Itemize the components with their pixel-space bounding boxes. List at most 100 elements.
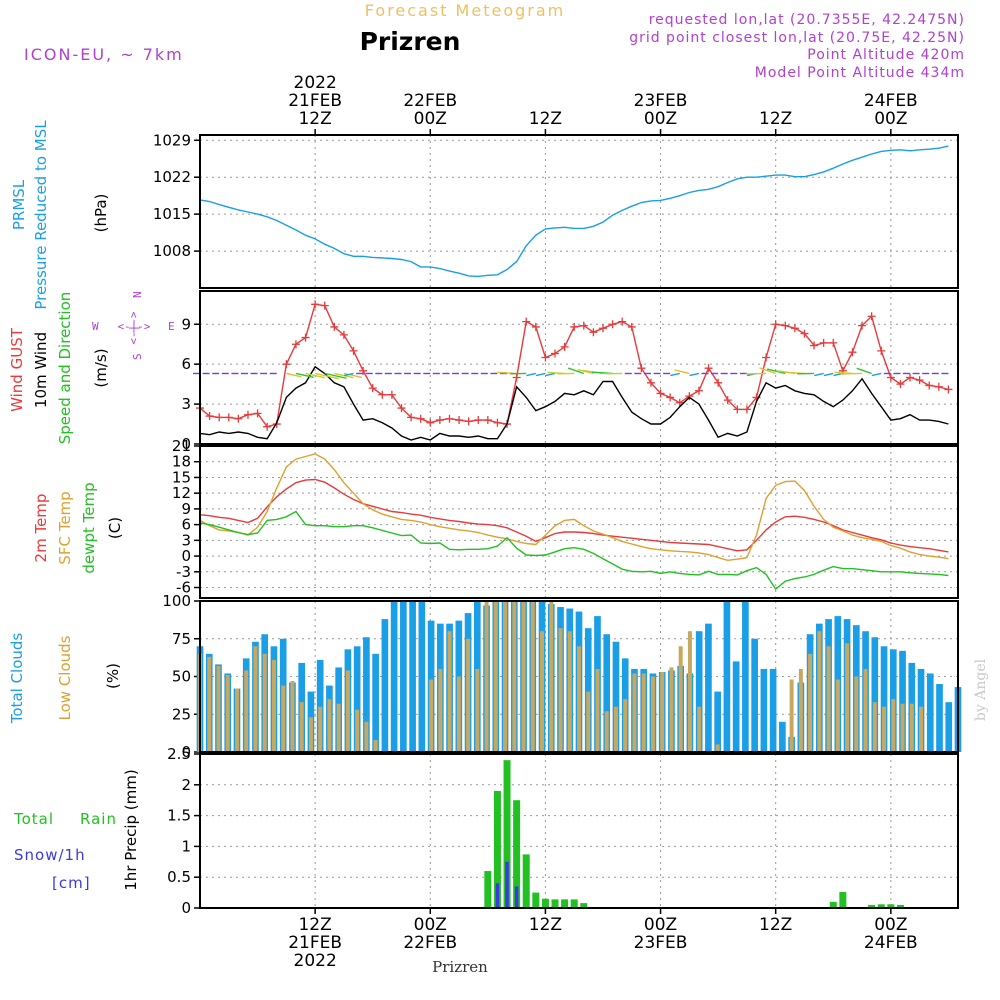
gust-marker [867,312,876,321]
bottom-time-label: 2022 [294,951,337,971]
gust-marker [656,389,665,398]
low-cloud-bar [299,702,304,752]
y-tick-label: 0 [181,899,191,917]
snow-bar [514,886,519,908]
y-tick-label: 0 [181,743,191,761]
bottom-time-label: 12Z [529,915,562,935]
low-cloud-bar [253,646,258,752]
total-cloud-bar [714,691,721,752]
wind-direction-arrow [689,372,700,377]
total-cloud-bar [732,661,740,752]
gust-marker [464,417,473,426]
total-cloud-bar [409,601,416,752]
rain-bar [522,854,530,908]
svg-text:W: W [92,320,99,333]
series-wind10m [199,365,949,441]
grid-point-coords: grid point closest lon,lat (20.75E, 42.2… [629,30,965,46]
low-cloud-bar [308,717,313,752]
gust-marker [848,348,857,357]
total-cloud-bar [400,601,407,752]
low-cloud-bar [919,706,924,752]
compass-icon: W <-|-> <-|-> E N S [92,291,175,360]
total-cloud-bar [381,619,389,752]
y-tick-label: 0.5 [167,868,191,886]
total-cloud-bar [769,668,777,752]
y-tick-label: 1015 [153,205,191,223]
rain-bar [839,891,847,908]
total-cloud-bar [871,637,879,752]
low-cloud-bar [207,656,212,752]
gust-marker [215,413,224,422]
point-altitude: Point Altitude 420m [807,47,965,63]
low-cloud-bar [373,739,378,752]
total-label: Total [13,810,54,828]
gust-marker [397,404,406,413]
y-tick-label: 9 [181,315,191,333]
gust-marker [291,340,300,349]
gust-marker [685,392,694,401]
wind-direction-arrow [871,372,882,377]
svg-text:<-|->: <-|-> [117,320,150,333]
panel-precip: 0 0.5 1 1.5 2 2.5 [167,745,959,917]
y-tick-label: 2.5 [167,745,191,763]
low-cloud-bar [687,631,692,752]
gust-marker [483,416,492,425]
panel-wind: 0 3 6 9 [181,290,959,453]
rain-bar [896,904,904,908]
gust-marker [579,321,588,330]
percent-unit-label: (%) [104,663,122,689]
svg-text:E: E [168,320,175,333]
rain-bar [532,892,540,908]
series-gust [199,303,949,428]
top-time-label: 22FEB [403,91,457,111]
gust-marker [243,410,252,419]
top-time-label: 00Z [414,109,447,129]
wind-gust-label: Wind GUST [8,327,26,412]
precip-unit-label: 1hr Precip (mm) [122,769,140,890]
chart-title: Forecast Meteogram [365,1,565,20]
watermark: by Angel [973,658,989,721]
celsius-unit-label: (C) [106,517,124,539]
gust-marker [311,300,320,309]
low-cloud-bar [447,631,452,752]
bottom-time-label: 24FEB [864,933,918,953]
y-tick-label: 1008 [153,242,191,260]
panel-frame [199,445,959,599]
wind-direction-arrow [814,372,824,377]
low-cloud-bar [503,601,508,752]
y-tick-label: 100 [162,592,191,610]
wind-direction-arrow [526,372,536,377]
y-tick-label: 21 [172,437,191,455]
low-cloud-bar [225,674,230,752]
low-cloud-bar [872,702,877,752]
snow-label: Snow/1h [14,846,86,864]
gust-marker [474,416,483,425]
low-cloud-bar [530,601,535,752]
low-cloud-bar [586,691,591,752]
y-tick-label: 3 [181,531,191,549]
gust-marker [886,373,895,382]
panel-frame [199,600,959,753]
wind-direction-arrow [674,369,690,375]
bottom-time-label: 21FEB [288,933,342,953]
low-cloud-bar [909,703,914,752]
total-cloud-bar [779,721,786,752]
bottom-time-label: 00Z [644,915,677,935]
gust-marker [330,322,339,331]
top-time-label: 12Z [298,109,331,129]
gust-marker [694,386,703,395]
low-cloud-bar [216,665,221,752]
gust-marker [359,366,368,375]
temp-2m-label: 2m Temp [32,494,50,563]
low-cloud-bar [715,744,720,752]
rain-bar [513,800,521,908]
gust-marker [493,418,502,427]
total-cloud-bar [353,646,361,752]
low-cloud-bar [244,670,249,752]
y-tick-label: 1029 [153,131,191,149]
low-cloud-bar [650,676,655,752]
y-tick-label: 1.5 [167,807,191,825]
svg-text:<-|->: <-|-> [127,311,140,344]
low-cloud-bar [512,601,517,752]
low-cloud-bar [891,699,896,752]
